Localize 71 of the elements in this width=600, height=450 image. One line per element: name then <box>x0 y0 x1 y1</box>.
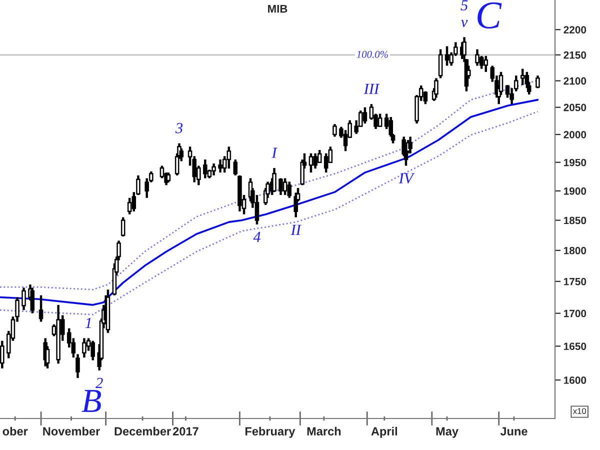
candlestick <box>278 177 283 196</box>
y-tick-label: 2050 <box>564 104 586 112</box>
x-tick-label: February <box>245 426 296 438</box>
x-tick-label: ober <box>2 426 28 436</box>
candlestick <box>38 294 44 323</box>
y-tick-label: 1700 <box>564 310 586 318</box>
x-tick-label: April <box>371 426 398 438</box>
candlestick <box>444 45 450 67</box>
annotation: II <box>290 224 302 235</box>
y-tick-label: 2000 <box>564 130 586 138</box>
annotation: v <box>461 20 468 28</box>
candlestick <box>294 192 298 218</box>
y-tick-label: 2100 <box>564 77 586 85</box>
candlestick <box>282 177 288 196</box>
candlestick <box>536 74 540 90</box>
candlestick <box>378 112 382 128</box>
y-tick-label: 1800 <box>564 246 586 254</box>
annotation: IV <box>398 173 415 184</box>
candlestick <box>22 286 26 312</box>
x-tick-label: June <box>500 427 528 436</box>
annotation: 5 <box>460 0 468 10</box>
x-tick-label: May <box>436 427 458 438</box>
x-tick-label: November <box>43 426 100 436</box>
annotation: I <box>272 148 278 158</box>
candlestick <box>484 54 488 74</box>
candlestick <box>120 216 126 238</box>
y-tick-label: 1650 <box>564 342 586 350</box>
candlestick <box>30 286 35 314</box>
y-tick-label: 2200 <box>564 26 586 34</box>
candlestick <box>362 106 368 125</box>
candlestick <box>0 340 4 370</box>
annotation: 2 <box>96 378 103 388</box>
candlestick <box>438 48 443 80</box>
annotation: 1 <box>85 318 91 328</box>
annotation: 100.0% <box>356 50 388 58</box>
annotation: III <box>364 84 380 94</box>
candlestick <box>324 152 328 174</box>
annotation: 4 <box>253 232 260 242</box>
text: x10 <box>572 408 586 414</box>
candlestick <box>308 152 314 174</box>
candlestick <box>218 158 222 174</box>
candlestick <box>226 146 232 170</box>
y-tick-label: 2150 <box>564 51 586 59</box>
y-tick-label: 1750 <box>564 278 586 286</box>
candlestick <box>317 148 322 164</box>
candlestick <box>272 166 276 194</box>
candlestick <box>498 70 504 96</box>
candlestick <box>90 340 95 362</box>
annotation: C <box>478 2 502 29</box>
candlestick <box>434 77 438 99</box>
candlestick <box>233 158 238 177</box>
annotation: B <box>82 390 102 412</box>
candlestick <box>166 171 171 184</box>
candlestick <box>203 158 208 180</box>
x-tick-label: December <box>114 426 171 436</box>
chart-title: MIB <box>268 4 288 13</box>
candlestick <box>520 68 525 86</box>
x-tick-label: 2017 <box>173 427 198 436</box>
candlestick <box>313 152 318 170</box>
y-tick-label: 1950 <box>564 158 586 166</box>
y-tick-label: 1600 <box>564 376 586 384</box>
x-tick-label: March <box>307 426 341 436</box>
y-tick-label: 1900 <box>564 187 586 195</box>
candlestick <box>82 337 86 359</box>
candlestick <box>76 353 80 380</box>
candlestick <box>475 48 480 67</box>
y-tick-label: 1850 <box>564 216 586 224</box>
candlestick <box>287 180 292 199</box>
candlestick <box>212 162 216 177</box>
candlestick <box>332 122 337 138</box>
annotation: 3 <box>175 123 183 134</box>
